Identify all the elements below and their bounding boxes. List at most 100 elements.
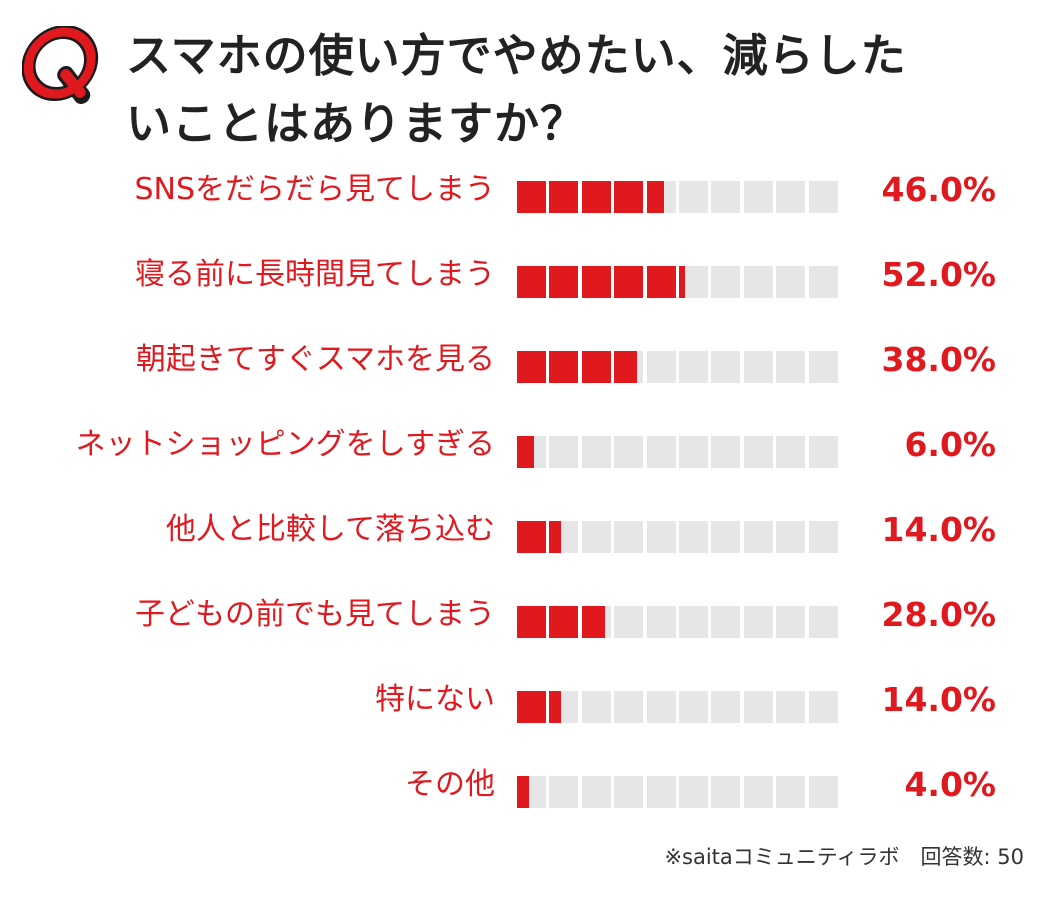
bar-row: ネットショッピングをしすぎる 6.0% — [0, 415, 1040, 475]
bar-fill — [549, 351, 579, 383]
bar-block — [808, 436, 838, 468]
category-label: 朝起きてすぐスマホを見る — [135, 342, 495, 377]
bar-fill — [549, 181, 579, 213]
bar-row: 他人と比較して落ち込む 14.0% — [0, 500, 1040, 560]
bar-block — [549, 521, 579, 553]
bar-fill — [517, 266, 546, 298]
category-label: SNSをだらだら見てしまう — [134, 172, 495, 207]
bar-fill — [614, 181, 644, 213]
bar-fill — [517, 776, 529, 808]
title-line-2: いことはありますか？ — [126, 97, 587, 150]
bar-fill — [614, 351, 638, 383]
bar-fill — [549, 606, 579, 638]
bar-row: 朝起きてすぐスマホを見る 38.0% — [0, 330, 1040, 390]
bar-block — [581, 606, 611, 638]
bar-block — [808, 776, 838, 808]
category-label: その他 — [405, 767, 495, 802]
bar-block — [517, 606, 546, 638]
bar-block — [743, 691, 773, 723]
bar-block — [614, 521, 644, 553]
bar-block — [743, 351, 773, 383]
bar-block — [711, 436, 741, 468]
bar-block — [679, 776, 708, 808]
category-label: ネットショッピングをしすぎる — [75, 427, 495, 462]
value-label: 46.0% — [881, 170, 997, 209]
bar-block — [581, 266, 611, 298]
bar-block — [711, 521, 741, 553]
bar-block — [646, 521, 676, 553]
bar-block — [808, 351, 838, 383]
bar-block — [679, 181, 708, 213]
value-label: 14.0% — [881, 680, 997, 719]
bar-fill — [517, 351, 546, 383]
value-label: 14.0% — [881, 510, 997, 549]
category-label: 子どもの前でも見てしまう — [135, 597, 495, 632]
bar-block — [614, 691, 644, 723]
bar-blocks — [517, 606, 841, 638]
bar-block — [776, 521, 806, 553]
bar-block — [711, 181, 741, 213]
bar-block — [581, 436, 611, 468]
bar-block — [517, 436, 546, 468]
bar-block — [808, 181, 838, 213]
value-label: 28.0% — [881, 595, 997, 634]
bar-fill — [517, 691, 546, 723]
bar-block — [517, 351, 546, 383]
bar-fill — [549, 266, 579, 298]
bar-block — [711, 691, 741, 723]
bar-block — [581, 351, 611, 383]
bar-fill — [549, 691, 561, 723]
bar-block — [808, 521, 838, 553]
bar-block — [517, 266, 546, 298]
bar-block — [711, 351, 741, 383]
bar-fill — [549, 521, 561, 553]
bar-block — [743, 521, 773, 553]
bar-blocks — [517, 181, 841, 213]
bar-row: 子どもの前でも見てしまう 28.0% — [0, 585, 1040, 645]
bar-block — [679, 691, 708, 723]
category-label: 寝る前に長時間見てしまう — [135, 257, 495, 292]
bar-block — [646, 436, 676, 468]
value-label: 52.0% — [881, 255, 997, 294]
bar-fill — [581, 181, 611, 213]
bar-fill — [646, 181, 664, 213]
bar-block — [808, 606, 838, 638]
bar-row: 寝る前に長時間見てしまう 52.0% — [0, 245, 1040, 305]
bar-block — [679, 351, 708, 383]
bar-fill — [517, 606, 546, 638]
bar-block — [646, 181, 676, 213]
bar-row: 特にない 14.0% — [0, 670, 1040, 730]
bar-fill — [581, 266, 611, 298]
bar-block — [743, 436, 773, 468]
bar-block — [679, 606, 708, 638]
bar-block — [614, 181, 644, 213]
bar-block — [581, 776, 611, 808]
q-badge-icon: Q — [22, 26, 99, 104]
bar-block — [743, 181, 773, 213]
page-title: スマホの使い方でやめたい、減らした いことはありますか？ — [126, 22, 1016, 158]
bar-block — [549, 606, 579, 638]
bar-row: SNSをだらだら見てしまう 46.0% — [0, 160, 1040, 220]
bar-block — [646, 266, 676, 298]
bar-block — [614, 436, 644, 468]
bar-block — [614, 266, 644, 298]
bar-block — [517, 181, 546, 213]
bar-blocks — [517, 521, 841, 553]
bar-block — [776, 181, 806, 213]
bar-fill — [614, 266, 644, 298]
bar-block — [581, 521, 611, 553]
bar-block — [776, 351, 806, 383]
bar-block — [679, 266, 708, 298]
bar-blocks — [517, 351, 841, 383]
bar-block — [711, 266, 741, 298]
bar-block — [679, 521, 708, 553]
bar-block — [581, 691, 611, 723]
bar-block — [743, 776, 773, 808]
bar-block — [743, 266, 773, 298]
bar-block — [517, 521, 546, 553]
bar-block — [581, 181, 611, 213]
bar-fill — [517, 521, 546, 553]
bar-block — [549, 351, 579, 383]
bar-block — [549, 266, 579, 298]
bar-block — [646, 606, 676, 638]
